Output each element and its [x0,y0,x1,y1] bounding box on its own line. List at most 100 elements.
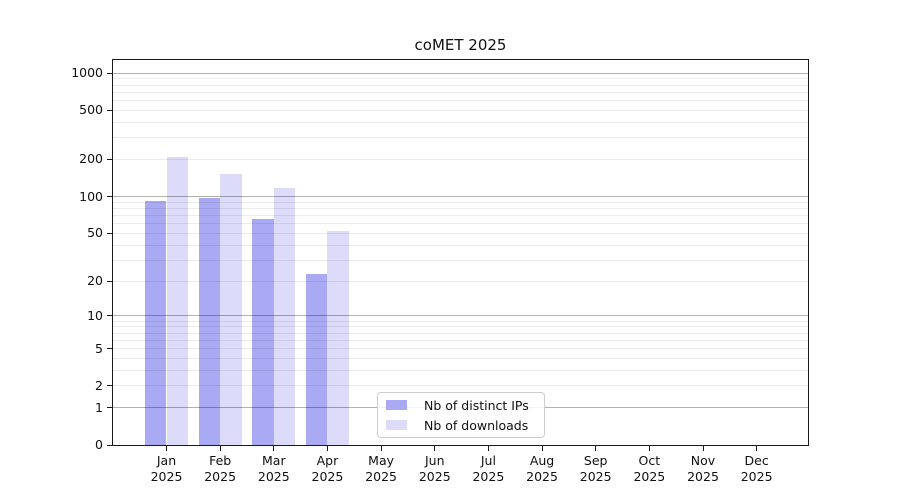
x-axis-label-year: 2025 [687,468,719,484]
x-axis-label-jan: Jan 2025 [139,453,195,484]
x-axis-label-feb: Feb 2025 [192,453,248,484]
gridline-minor-50 [113,232,808,234]
x-axis-label-month: Sep [583,453,608,468]
x-axis-tick [648,446,650,451]
x-axis-tick [702,446,704,451]
chart-title: coMET 2025 [414,36,507,54]
gridline-minor-60 [113,223,808,225]
x-axis-label-jun: Jun 2025 [407,453,463,484]
x-axis-label-year: 2025 [418,468,451,484]
gridline-minor-40 [113,244,808,246]
x-axis-label-month: Oct [638,453,661,468]
x-axis-label-month: Mar [262,453,286,468]
x-axis-label-year: 2025 [150,468,183,484]
gridline-minor-3 [113,369,808,371]
x-axis-label-year: 2025 [311,468,344,484]
y-axis-tick [107,407,113,409]
y-axis-tick [107,385,113,387]
x-axis-tick [219,446,221,451]
x-axis-label-month: Nov [690,453,716,468]
x-axis-label-may: May 2025 [353,453,409,484]
gridline-minor-8 [113,326,808,328]
y-axis-tick-label: 10 [87,307,103,323]
gridline-minor-4 [113,357,808,359]
legend-label: Nb of distinct IPs [424,397,529,413]
gridline-minor-700 [113,91,808,93]
y-axis-tick-label: 0 [95,437,103,452]
x-axis-label-dec: Dec 2025 [729,453,785,484]
bar-feb-distinct-ips [198,197,221,445]
x-axis-label-aug: Aug 2025 [514,453,570,484]
x-axis-label-mar: Mar 2025 [246,453,302,484]
y-axis-tick [107,196,113,197]
x-axis-label-year: 2025 [526,468,558,484]
legend-swatch [386,400,407,410]
bar-jan-downloads [166,156,189,445]
legend-label: Nb of downloads [424,417,529,433]
gridline-minor-400 [113,121,808,123]
x-axis-label-oct: Oct 2025 [621,453,677,484]
x-axis-tick [756,446,758,451]
x-axis-label-year: 2025 [472,468,505,484]
gridline-minor-2 [113,385,808,387]
y-axis-tick [107,348,113,350]
gridline-minor-600 [113,99,808,101]
bar-mar-distinct-ips [252,218,274,445]
y-axis-tick [107,280,113,282]
x-axis-label-year: 2025 [633,468,666,484]
gridline-minor-70 [113,214,808,216]
gridline-major-10 [113,315,808,317]
y-axis-tick-label: 5 [95,340,103,356]
y-axis-tick-label: 50 [87,225,103,241]
x-axis-label-year: 2025 [579,468,612,484]
bar-apr-downloads [327,231,350,445]
y-axis-tick [107,109,113,111]
y-axis-tick-label: 500 [79,102,103,118]
legend: Nb of distinct IPs Nb of downloads [377,392,545,438]
bar-jan-distinct-ips [144,200,167,445]
y-axis-tick-label: 1000 [71,65,103,80]
y-axis-tick [107,232,113,234]
x-axis-label-month: Jul [480,453,496,468]
x-axis-tick [326,446,328,451]
x-axis-label-apr: Apr 2025 [299,453,355,484]
y-axis-tick [107,444,113,446]
x-axis-tick [434,446,436,451]
x-axis-tick [380,446,382,451]
y-axis-tick [107,158,113,160]
gridline-minor-7 [113,332,808,334]
gridline-major-1000 [113,72,808,74]
gridline-minor-5 [113,348,808,350]
x-axis-label-month: Jun [424,453,445,468]
x-axis-label-month: May [368,453,395,468]
gridline-minor-800 [113,84,808,86]
gridline-major-100 [113,196,808,197]
x-axis-label-year: 2025 [257,468,290,484]
x-axis-tick [595,446,597,451]
x-axis-tick [487,446,489,451]
x-axis-label-jul: Jul 2025 [460,453,516,484]
gridline-minor-6 [113,339,808,341]
x-axis-label-sep: Sep 2025 [568,453,624,484]
y-axis-tick-label: 2 [95,377,103,393]
y-axis-tick [107,72,113,74]
bar-feb-downloads [220,174,242,445]
x-axis-label-month: Aug [529,453,555,468]
bar-mar-downloads [273,188,296,445]
gridline-minor-30 [113,259,808,261]
x-axis-tick [541,446,543,451]
bar-apr-distinct-ips [305,273,328,445]
gridline-minor-900 [113,78,808,80]
legend-item: Nb of downloads [386,418,536,433]
gridline-minor-9 [113,320,808,322]
gridline-minor-200 [113,158,808,160]
gridline-minor-300 [113,137,808,139]
y-axis-tick-label: 1 [95,399,103,415]
gridline-minor-500 [113,109,808,111]
y-axis-tick-label: 100 [79,188,103,204]
x-axis-label-month: Jan [156,453,177,468]
x-axis-tick [166,446,167,451]
x-axis-label-nov: Nov 2025 [675,453,731,484]
x-axis-label-year: 2025 [204,468,237,484]
